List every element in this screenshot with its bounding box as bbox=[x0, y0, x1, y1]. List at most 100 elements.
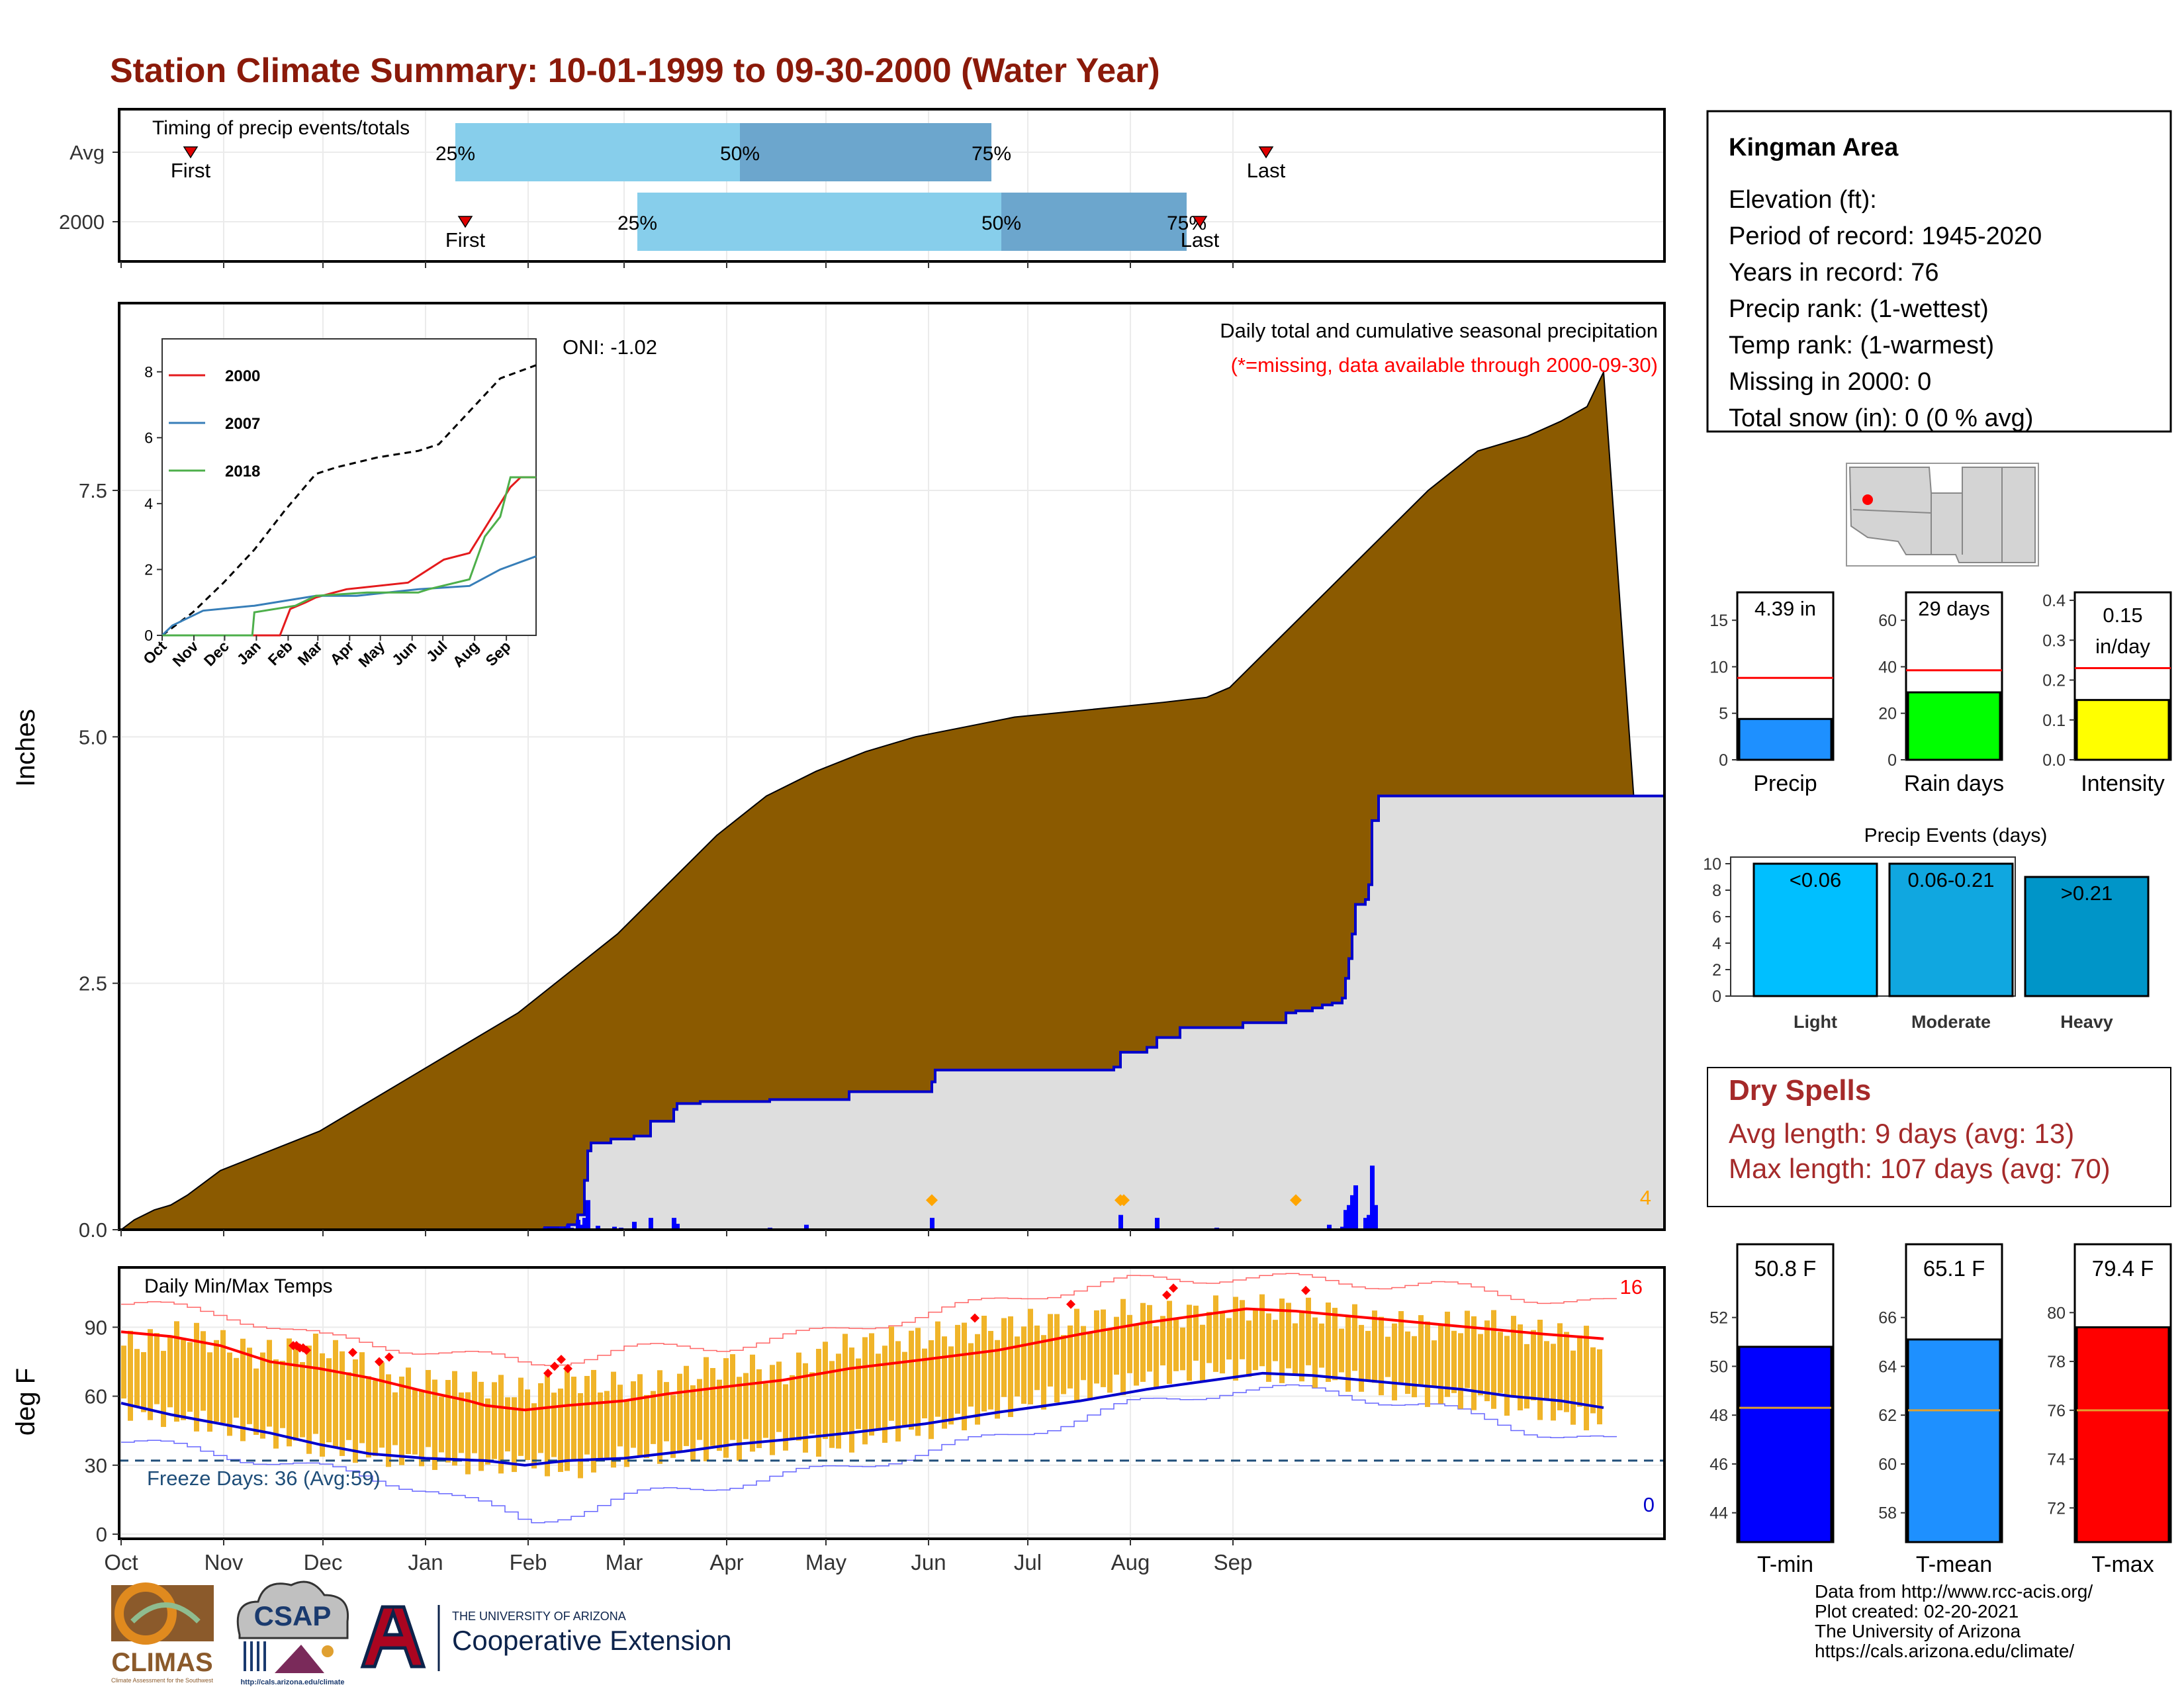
stat-bar-fill bbox=[2075, 699, 2170, 761]
daily-temp-bar bbox=[280, 1361, 285, 1428]
daily-temp-bar bbox=[432, 1379, 437, 1471]
daily-temp-bar bbox=[1001, 1318, 1007, 1397]
record-max-line bbox=[121, 1273, 1617, 1366]
min-normal-line bbox=[120, 1371, 1604, 1467]
record-high-marker bbox=[563, 1363, 572, 1373]
daily-temp-bar bbox=[1094, 1310, 1099, 1384]
daily-temp-bar bbox=[558, 1389, 563, 1473]
ua-big-text: Cooperative Extension bbox=[452, 1625, 732, 1656]
timing-row-label: Avg bbox=[69, 141, 105, 164]
stat-bar-ytick-label: 0 bbox=[1719, 751, 1728, 770]
daily-temp-bar bbox=[1134, 1324, 1139, 1386]
record-high-marker bbox=[302, 1346, 311, 1355]
daily-temp-bar bbox=[445, 1380, 451, 1463]
daily-temp-bar bbox=[591, 1369, 596, 1473]
daily-temp-bar bbox=[167, 1335, 173, 1408]
daily-temp-bar bbox=[750, 1354, 755, 1452]
daily-temp-bar bbox=[677, 1373, 682, 1451]
precip-ytick-label: 2.5 bbox=[79, 972, 107, 995]
daily-temp-bar bbox=[803, 1363, 808, 1453]
timing-q25-label: 25% bbox=[617, 212, 657, 234]
locator-map bbox=[1846, 463, 2039, 567]
temp-bar-value: 50.8 F bbox=[1754, 1256, 1817, 1281]
month-label: Mar bbox=[606, 1550, 643, 1575]
climas-logo: CLIMAS Climate Assessment for the Southw… bbox=[111, 1582, 214, 1684]
month-label: Apr bbox=[709, 1550, 743, 1575]
daily-temp-bar bbox=[1597, 1349, 1602, 1425]
daily-temp-bar bbox=[1273, 1320, 1278, 1361]
daily-precip-bar bbox=[804, 1224, 809, 1230]
daily-precip-bar bbox=[1343, 1210, 1348, 1230]
cold-count: 0 bbox=[1643, 1493, 1655, 1516]
events-ytick-label: 10 bbox=[1703, 855, 1721, 874]
daily-temp-bar bbox=[121, 1346, 126, 1399]
daily-temp-bar bbox=[148, 1329, 153, 1420]
inset-series-line bbox=[162, 476, 536, 637]
daily-temp-bar bbox=[710, 1368, 715, 1446]
daily-temp-bar bbox=[902, 1351, 907, 1426]
daily-temp-bar bbox=[1504, 1336, 1510, 1416]
missing-count: 4 bbox=[1640, 1186, 1651, 1209]
station-box bbox=[1706, 110, 2172, 433]
avg-cumulative-area bbox=[118, 369, 1666, 1230]
daily-temp-bar bbox=[816, 1349, 821, 1457]
precip-ytick-label: 5.0 bbox=[79, 725, 107, 749]
daily-temp-bar bbox=[1107, 1328, 1113, 1393]
daily-temp-bar bbox=[1379, 1316, 1384, 1396]
stat-bar-value: 4.39 in bbox=[1754, 597, 1816, 620]
temp-bar-ytick-label: 80 bbox=[2047, 1304, 2066, 1322]
daily-temp-bar bbox=[770, 1365, 775, 1455]
dry-spells-title: Dry Spells bbox=[1729, 1074, 1871, 1107]
daily-precip-bar bbox=[649, 1218, 653, 1230]
stat-bar-ytick-label: 0 bbox=[1888, 751, 1897, 770]
daily-temp-bar bbox=[392, 1392, 398, 1445]
record-high-marker bbox=[1301, 1285, 1310, 1295]
daily-temp-bar bbox=[955, 1324, 960, 1414]
stat-bar-ytick-label: 0.0 bbox=[2042, 751, 2066, 770]
event-bar-label: Heavy bbox=[2060, 1012, 2113, 1032]
daily-temp-bar bbox=[644, 1394, 649, 1459]
record-high-marker bbox=[385, 1352, 394, 1362]
temp-bar-ytick-label: 50 bbox=[1709, 1357, 1728, 1376]
daily-temp-bar bbox=[1319, 1323, 1324, 1368]
daily-temp-bar bbox=[1372, 1310, 1377, 1383]
daily-temp-bar bbox=[333, 1340, 338, 1448]
inset-ytick-label: 2 bbox=[144, 561, 153, 578]
daily-precip-bar bbox=[579, 1224, 584, 1230]
daily-temp-bar bbox=[1286, 1303, 1291, 1369]
daily-temp-bar bbox=[690, 1385, 696, 1461]
daily-temp-bar bbox=[273, 1359, 279, 1449]
daily-precip-bar bbox=[586, 1200, 590, 1230]
daily-temp-bar bbox=[439, 1396, 444, 1453]
ua-logo: THE UNIVERSITY OF ARIZONA Cooperative Ex… bbox=[360, 1605, 732, 1671]
daily-temp-bar bbox=[981, 1315, 987, 1412]
daily-temp-bar bbox=[756, 1369, 762, 1448]
temp-bar-ytick-label: 62 bbox=[1878, 1406, 1897, 1425]
daily-precip-bar bbox=[1347, 1205, 1351, 1230]
station-name: Kingman Area bbox=[1729, 134, 1899, 161]
daily-temp-bar bbox=[300, 1362, 305, 1438]
daily-precip-bar bbox=[596, 1226, 600, 1230]
missing-marker bbox=[926, 1194, 938, 1207]
temp-bar-ytick-label: 72 bbox=[2047, 1499, 2066, 1518]
daily-temp-bar bbox=[240, 1338, 246, 1441]
daily-temp-bar bbox=[253, 1368, 259, 1436]
daily-precip-bar bbox=[1353, 1185, 1358, 1230]
daily-temp-bar bbox=[988, 1330, 993, 1410]
daily-temp-bar bbox=[1524, 1344, 1529, 1409]
daily-temp-bar bbox=[995, 1340, 1000, 1419]
temp-bar-ytick-label: 76 bbox=[2047, 1402, 2066, 1420]
stat-bar-ytick-label: 0.3 bbox=[2042, 631, 2066, 650]
daily-temp-bar bbox=[293, 1345, 298, 1441]
daily-temp-bar bbox=[1213, 1295, 1218, 1372]
stat-bar-value: 29 days bbox=[1918, 597, 1990, 620]
timing-first-label: First bbox=[171, 159, 211, 182]
station-line: Total snow (in): 0 (0 % avg) bbox=[1729, 404, 2033, 432]
daily-temp-bar bbox=[882, 1346, 887, 1443]
month-label: May bbox=[805, 1550, 847, 1575]
daily-temp-bar bbox=[1531, 1330, 1536, 1400]
daily-temp-bar bbox=[1584, 1326, 1589, 1431]
station-line: Precip rank: (1-wettest) bbox=[1729, 295, 1989, 323]
footer-line: Plot created: 02-20-2021 bbox=[1815, 1601, 2019, 1622]
